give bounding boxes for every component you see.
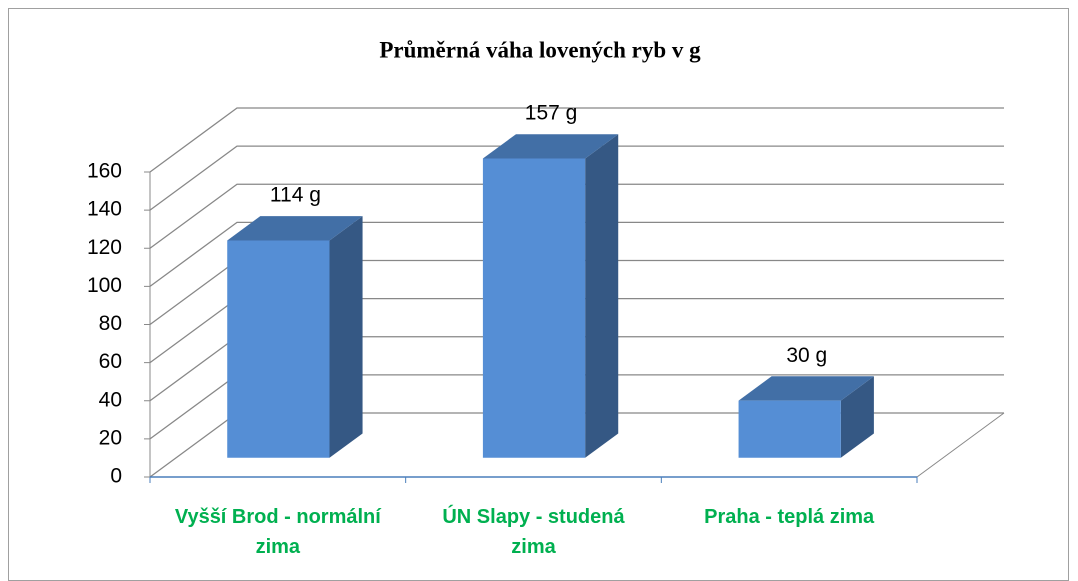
y-tick-label: 0 xyxy=(110,465,122,488)
data-label: 157 g xyxy=(525,102,578,125)
data-label: 30 g xyxy=(786,344,827,367)
bar xyxy=(227,240,330,458)
grid-line xyxy=(149,221,1004,287)
grid-line xyxy=(149,145,1004,211)
bar-side xyxy=(585,134,619,458)
bar-side xyxy=(329,216,363,458)
y-tick-label: 120 xyxy=(87,236,122,259)
x-tick-label: Vyšší Brod - normální zima xyxy=(174,506,381,558)
y-tick-label: 160 xyxy=(87,160,122,183)
y-tick-label: 40 xyxy=(99,388,122,411)
grid-line xyxy=(149,107,1004,173)
chart-title: Průměrná váha lovených ryb v g xyxy=(379,37,701,62)
y-tick-label: 20 xyxy=(99,426,122,449)
y-tick-label: 140 xyxy=(87,198,122,221)
bar xyxy=(738,400,841,458)
y-tick-label: 60 xyxy=(99,350,122,373)
bar-top xyxy=(482,134,619,159)
bar-top xyxy=(738,376,874,401)
x-tick-label: Praha - teplá zima xyxy=(704,506,875,528)
bar-top xyxy=(227,216,363,241)
y-tick-label: 80 xyxy=(99,312,122,335)
grid-line xyxy=(149,183,1004,249)
bar-side xyxy=(840,376,874,458)
x-tick-label: ÚN Slapy - studená zima xyxy=(442,506,625,558)
floor-edge xyxy=(916,412,1005,478)
bar xyxy=(482,158,586,458)
data-label: 114 g xyxy=(270,184,321,207)
y-tick-label: 100 xyxy=(87,274,122,297)
